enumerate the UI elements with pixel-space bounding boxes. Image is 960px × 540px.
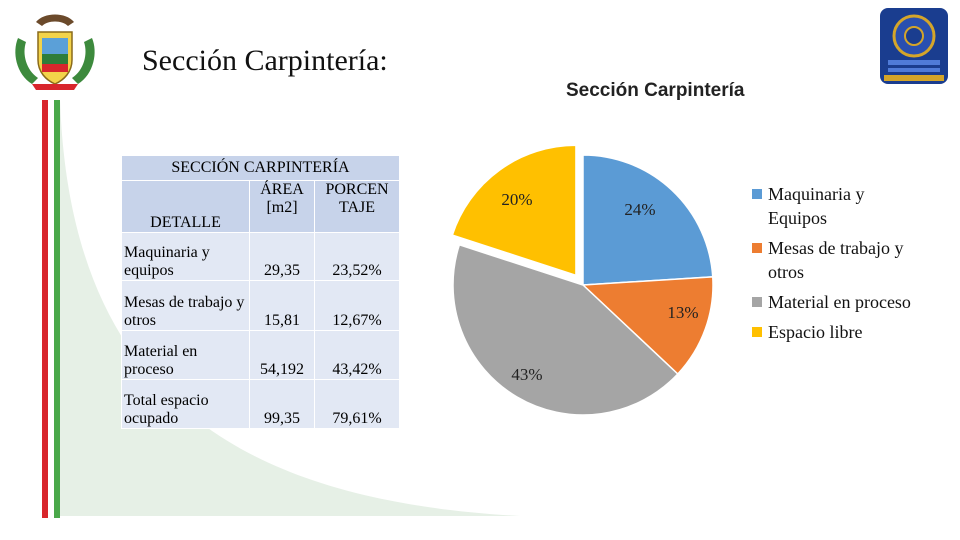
table-title: SECCIÓN CARPINTERÍA xyxy=(121,155,400,181)
row-area: 54,192 xyxy=(249,330,315,380)
legend-item: Espacio libre xyxy=(752,320,918,344)
red-stripe xyxy=(42,100,48,518)
pie-chart: 24% 13% 43% 20% xyxy=(451,144,714,416)
chart-legend: Maquinaria y Equipos Mesas de trabajo y o… xyxy=(752,182,918,350)
row-area: 29,35 xyxy=(249,232,315,281)
header-area: ÁREA [m2] xyxy=(249,180,315,233)
row-area: 99,35 xyxy=(249,379,315,429)
row-pct: 79,61% xyxy=(314,379,400,429)
table-row: Mesas de trabajo y otros 15,81 12,67% xyxy=(121,280,400,331)
legend-item: Maquinaria y Equipos xyxy=(752,182,918,230)
row-pct: 23,52% xyxy=(314,232,400,281)
legend-label: Maquinaria y Equipos xyxy=(768,184,865,228)
pie-data-label: 24% xyxy=(624,200,655,219)
area-table: SECCIÓN CARPINTERÍA DETALLE ÁREA [m2] PO… xyxy=(121,155,400,429)
slide-title: Sección Carpintería: xyxy=(142,44,388,77)
row-pct: 12,67% xyxy=(314,280,400,331)
row-pct: 43,42% xyxy=(314,330,400,380)
legend-label: Espacio libre xyxy=(768,322,863,342)
table-row: Material en proceso 54,192 43,42% xyxy=(121,330,400,380)
green-stripe xyxy=(54,100,60,518)
legend-item: Material en proceso xyxy=(752,290,918,314)
header-porcentaje: PORCEN TAJE xyxy=(314,180,400,233)
row-area: 15,81 xyxy=(249,280,315,331)
legend-item: Mesas de trabajo y otros xyxy=(752,236,918,284)
row-label: Mesas de trabajo y otros xyxy=(121,280,250,331)
legend-label: Mesas de trabajo y otros xyxy=(768,238,904,282)
pie-slice xyxy=(451,144,577,277)
pie-data-label: 20% xyxy=(501,190,532,209)
legend-label: Material en proceso xyxy=(768,292,911,312)
legend-swatch xyxy=(752,189,762,199)
row-label: Total espacio ocupado xyxy=(121,379,250,429)
table-row: Total espacio ocupado 99,35 79,61% xyxy=(121,379,400,429)
table-row: Maquinaria y equipos 29,35 23,52% xyxy=(121,232,400,281)
white-stripe xyxy=(48,100,54,518)
legend-swatch xyxy=(752,327,762,337)
header-detalle: DETALLE xyxy=(121,180,250,233)
pie-data-label: 43% xyxy=(511,365,542,384)
pie-slice xyxy=(581,276,714,376)
coat-of-arms-logo xyxy=(15,14,95,90)
pie-data-label: 13% xyxy=(667,303,698,322)
espe-mecatronica-badge xyxy=(880,8,948,84)
row-label: Maquinaria y equipos xyxy=(121,232,250,281)
legend-swatch xyxy=(752,297,762,307)
legend-swatch xyxy=(752,243,762,253)
chart-title: Sección Carpintería xyxy=(566,80,745,101)
pie-slice xyxy=(582,154,714,286)
pie-slice xyxy=(452,243,679,416)
row-label: Material en proceso xyxy=(121,330,250,380)
